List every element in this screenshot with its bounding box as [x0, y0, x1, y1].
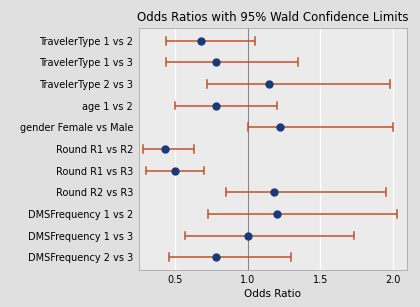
Title: Odds Ratios with 95% Wald Confidence Limits: Odds Ratios with 95% Wald Confidence Lim…	[137, 11, 409, 24]
X-axis label: Odds Ratio: Odds Ratio	[244, 289, 302, 299]
